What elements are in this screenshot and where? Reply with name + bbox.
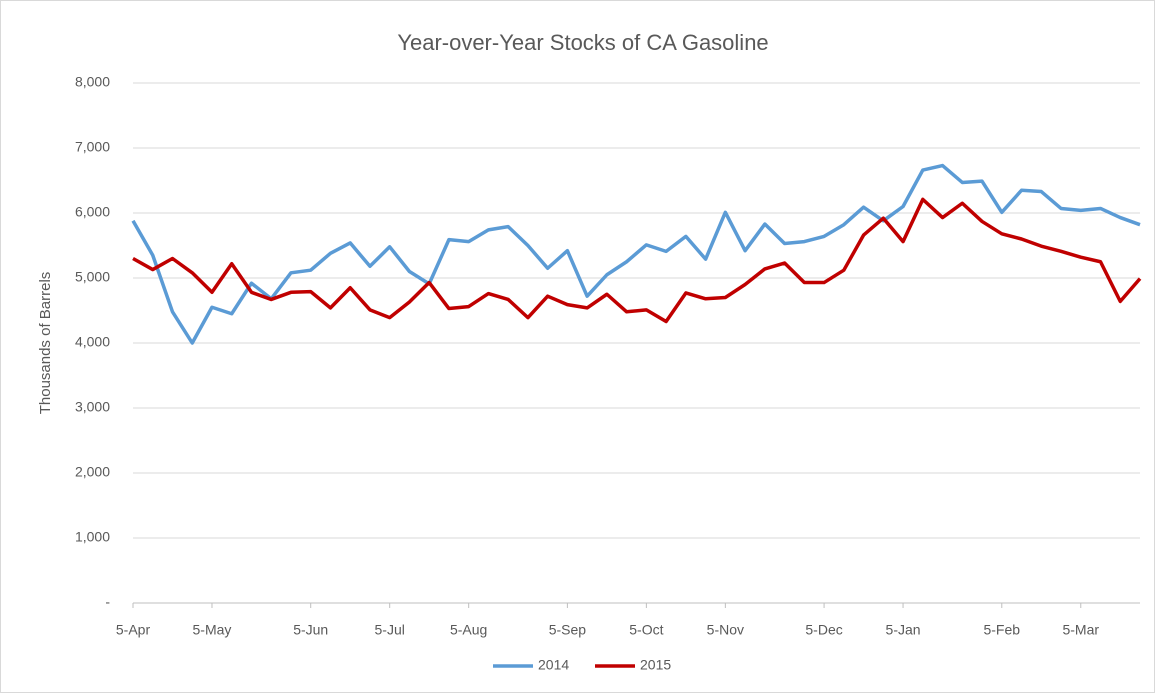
x-tick-label: 5-Aug [450, 622, 487, 638]
line-series [131, 163, 1141, 345]
y-tick-label: 6,000 [75, 204, 110, 220]
y-tick-label: 2,000 [75, 464, 110, 480]
y-axis-label: Thousands of Barrels [37, 272, 54, 415]
x-tick-label: 5-Dec [805, 622, 842, 638]
chart-title: Year-over-Year Stocks of CA Gasoline [397, 30, 768, 55]
legend-label: 2015 [640, 657, 671, 673]
y-tick-label: 7,000 [75, 139, 110, 155]
y-tick-label: 1,000 [75, 529, 110, 545]
y-tick-label: 8,000 [75, 74, 110, 90]
y-tick-label: - [105, 594, 110, 610]
x-tick-label: 5-Jan [886, 622, 921, 638]
line-series [132, 197, 1142, 324]
x-tick-label: 5-Jun [293, 622, 328, 638]
x-tick-label: 5-Apr [116, 622, 151, 638]
y-tick-label: 4,000 [75, 334, 110, 350]
x-tick-label: 5-Sep [549, 622, 587, 638]
y-tick-label: 3,000 [75, 399, 110, 415]
x-tick-label: 5-Mar [1062, 622, 1099, 638]
x-tick-label: 5-Nov [707, 622, 744, 638]
legend-label: 2014 [538, 657, 569, 673]
x-tick-label: 5-May [193, 622, 232, 638]
x-tick-label: 5-Jul [375, 622, 405, 638]
y-tick-label: 5,000 [75, 269, 110, 285]
x-tick-label: 5-Feb [983, 622, 1020, 638]
x-tick-label: 5-Oct [629, 622, 663, 638]
